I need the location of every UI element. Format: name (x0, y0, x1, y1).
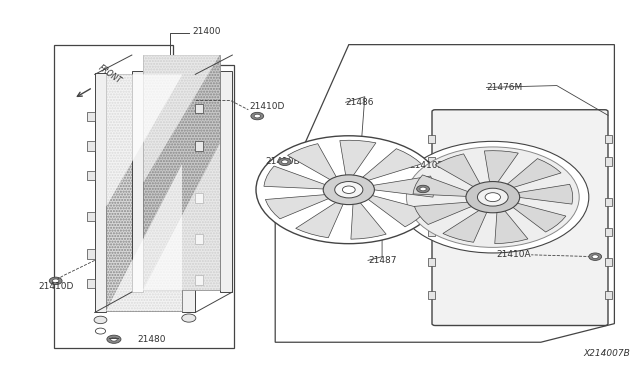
Polygon shape (435, 154, 481, 187)
Polygon shape (506, 158, 561, 188)
Circle shape (335, 182, 363, 198)
Bar (428, 135, 435, 143)
Circle shape (95, 328, 106, 334)
Circle shape (362, 187, 403, 211)
Text: 21400: 21400 (192, 27, 221, 36)
Text: 21487: 21487 (368, 256, 397, 265)
Circle shape (477, 188, 508, 206)
Polygon shape (264, 166, 326, 189)
Polygon shape (287, 144, 337, 180)
Circle shape (589, 253, 602, 260)
Polygon shape (372, 176, 434, 197)
Text: 21410D: 21410D (38, 282, 74, 291)
Bar (428, 291, 435, 299)
Bar (87, 141, 95, 151)
Polygon shape (443, 209, 488, 242)
Circle shape (251, 112, 264, 120)
Text: 21410A: 21410A (497, 250, 531, 259)
Bar (195, 193, 203, 203)
Polygon shape (106, 164, 182, 311)
Circle shape (323, 175, 374, 205)
Circle shape (371, 192, 394, 206)
Bar (87, 171, 95, 180)
Text: 21480: 21480 (138, 335, 166, 344)
Polygon shape (367, 195, 427, 227)
Polygon shape (296, 202, 344, 238)
Polygon shape (106, 74, 182, 311)
Bar (195, 275, 203, 285)
Circle shape (52, 279, 59, 283)
Circle shape (397, 141, 589, 253)
Bar (605, 198, 612, 206)
Bar (195, 141, 203, 151)
Circle shape (417, 185, 429, 193)
Text: 21410B: 21410B (266, 157, 300, 166)
Text: 21486: 21486 (346, 98, 374, 107)
Bar (428, 258, 435, 266)
Bar (605, 291, 612, 299)
Polygon shape (143, 55, 220, 182)
Polygon shape (362, 149, 422, 181)
Polygon shape (516, 184, 573, 204)
Circle shape (406, 147, 579, 247)
Text: 21410D: 21410D (410, 161, 445, 170)
Text: X214007B: X214007B (584, 349, 630, 358)
Bar (605, 228, 612, 236)
Polygon shape (484, 151, 518, 183)
Circle shape (485, 193, 500, 202)
Circle shape (282, 160, 288, 164)
Bar (87, 279, 95, 288)
Bar (428, 228, 435, 236)
FancyBboxPatch shape (432, 110, 608, 326)
Bar (95, 73, 106, 312)
Bar (605, 258, 612, 266)
Circle shape (254, 114, 260, 118)
Circle shape (466, 182, 520, 213)
Bar (220, 71, 232, 292)
Polygon shape (511, 203, 566, 232)
Circle shape (351, 181, 413, 217)
Circle shape (342, 186, 355, 193)
Circle shape (592, 255, 598, 259)
Bar (132, 71, 143, 292)
Bar (195, 104, 203, 113)
Bar (182, 73, 195, 312)
Bar (195, 234, 203, 244)
Bar (87, 249, 95, 259)
Polygon shape (106, 74, 182, 206)
Polygon shape (266, 195, 330, 219)
Circle shape (94, 316, 107, 324)
Text: 21410D: 21410D (250, 102, 285, 110)
Polygon shape (351, 202, 386, 239)
Polygon shape (143, 55, 220, 290)
Circle shape (278, 158, 291, 166)
Circle shape (420, 187, 426, 191)
Bar (605, 135, 612, 143)
Bar (428, 198, 435, 206)
Circle shape (107, 335, 121, 343)
Bar (87, 212, 95, 221)
Circle shape (111, 337, 117, 341)
Bar (605, 157, 612, 166)
Polygon shape (495, 210, 528, 244)
Polygon shape (414, 202, 474, 225)
Circle shape (49, 277, 62, 285)
Polygon shape (340, 140, 376, 176)
Circle shape (256, 136, 442, 244)
Polygon shape (143, 143, 220, 290)
Bar (428, 157, 435, 166)
Circle shape (182, 314, 196, 322)
Text: FRONT: FRONT (97, 63, 123, 86)
Polygon shape (413, 175, 470, 196)
Bar (87, 112, 95, 121)
Text: 21476M: 21476M (486, 83, 523, 92)
